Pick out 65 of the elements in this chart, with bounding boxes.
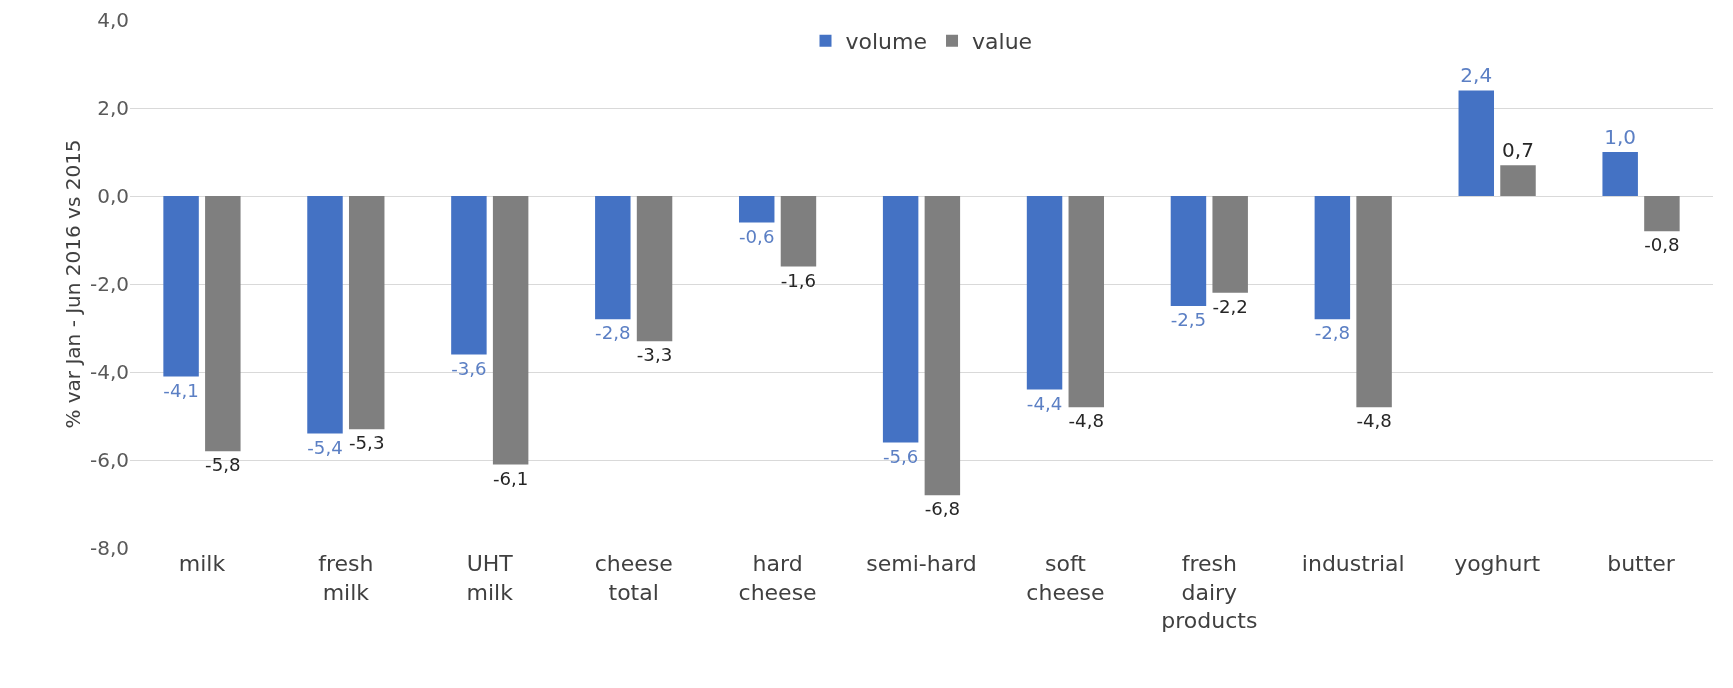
bar <box>307 196 343 434</box>
x-tick-label: butter <box>1607 551 1676 576</box>
data-label: -2,5 <box>1170 309 1207 331</box>
y-tick-label: 0,0 <box>97 184 129 208</box>
x-tick-label: soft cheese <box>1026 551 1105 605</box>
y-tick-label: -4,0 <box>89 360 129 384</box>
data-label: -4,1 <box>163 379 199 401</box>
data-label: -4,8 <box>1356 410 1392 432</box>
bar <box>163 196 199 377</box>
data-label: -5,3 <box>349 432 385 454</box>
data-label: -2,2 <box>1212 296 1248 318</box>
data-label: -5,8 <box>205 454 241 476</box>
data-label: -3,3 <box>636 344 673 366</box>
bar <box>451 196 487 355</box>
bar <box>1356 196 1392 408</box>
x-tick-label: fresh dairy products <box>1161 551 1258 634</box>
bar <box>882 196 919 443</box>
x-tick-label: semi-hard <box>866 551 977 576</box>
bar <box>924 196 961 496</box>
bar <box>595 196 631 320</box>
y-tick-label: -2,0 <box>89 272 129 296</box>
data-label: -1,6 <box>780 269 817 291</box>
bar <box>1068 196 1105 408</box>
x-tick-label: cheese total <box>594 551 673 605</box>
x-tick-label: hard cheese <box>738 551 817 605</box>
y-tick-label: 4,0 <box>97 8 129 32</box>
data-label: -6,8 <box>924 498 961 520</box>
bar <box>1212 196 1248 293</box>
legend-label: value <box>972 29 1033 55</box>
data-label: -0,8 <box>1644 234 1680 256</box>
bar <box>1314 196 1351 320</box>
data-label: -2,8 <box>1314 322 1351 344</box>
data-label: 0,7 <box>1502 138 1534 163</box>
bar <box>636 196 673 342</box>
data-label: 2,4 <box>1460 63 1493 88</box>
bar <box>1170 196 1207 306</box>
data-label: -4,8 <box>1068 410 1104 432</box>
data-label: -4,4 <box>1026 392 1063 414</box>
bar <box>1458 90 1495 196</box>
data-label: -0,6 <box>739 225 775 247</box>
x-tick-label: industrial <box>1301 551 1405 576</box>
bar <box>348 196 385 430</box>
data-label: -5,4 <box>307 436 343 458</box>
data-label: 1,0 <box>1604 125 1637 149</box>
bar <box>1500 165 1536 196</box>
y-tick-label: 2,0 <box>97 96 129 120</box>
bar <box>1026 196 1063 390</box>
x-tick-label: fresh milk <box>318 551 374 605</box>
legend-label: volume <box>845 29 928 55</box>
data-label: -3,6 <box>451 357 487 379</box>
x-tick-label: UHT milk <box>466 551 514 605</box>
x-tick-label: milk <box>178 551 226 576</box>
bar <box>205 196 241 452</box>
y-tick-label: -8,0 <box>89 536 129 560</box>
bar <box>1602 152 1638 196</box>
bar <box>780 196 817 267</box>
data-label: -5,6 <box>882 445 919 467</box>
y-axis-title: % var Jan - Jun 2016 vs 2015 <box>61 139 85 429</box>
data-label: -6,1 <box>492 467 529 489</box>
bar <box>738 196 775 223</box>
y-tick-label: -6,0 <box>89 448 129 472</box>
data-label: -2,8 <box>595 322 631 344</box>
bar <box>1644 196 1680 232</box>
bar <box>492 196 529 465</box>
x-tick-label: yoghurt <box>1454 551 1541 576</box>
